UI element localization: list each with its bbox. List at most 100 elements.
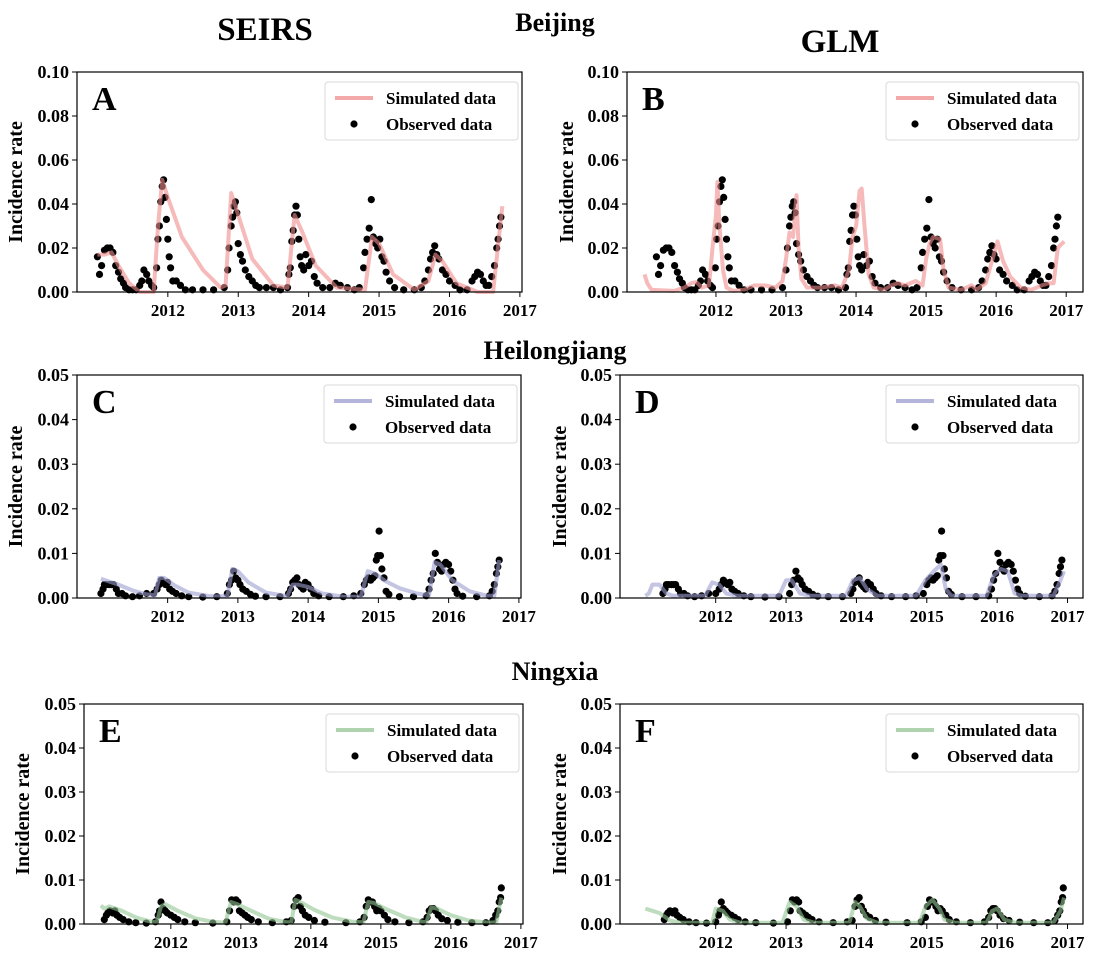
x-tick-label: 2012 <box>699 933 733 952</box>
observed-point <box>1009 567 1017 575</box>
observed-point <box>919 248 927 256</box>
y-tick-label: 0.04 <box>581 410 613 430</box>
y-tick-label: 0.02 <box>38 238 70 258</box>
y-tick-label: 0.01 <box>45 870 77 890</box>
observed-point <box>1008 281 1016 289</box>
observed-point <box>925 196 933 204</box>
legend-box <box>323 384 518 444</box>
legend-simulated-label: Simulated data <box>947 721 1058 740</box>
observed-point <box>262 284 270 292</box>
observed-point <box>98 262 106 270</box>
observed-point <box>1047 262 1056 270</box>
x-tick-label: 2013 <box>769 933 803 952</box>
observed-point <box>717 898 725 906</box>
simulated-line <box>644 897 1066 925</box>
observed-point <box>167 264 175 272</box>
y-tick-label: 0.04 <box>38 410 70 430</box>
legend-simulated-label: Simulated data <box>947 392 1058 411</box>
observed-point <box>724 253 732 261</box>
observed-point <box>778 284 787 292</box>
y-axis-label: Incidence rate <box>549 753 571 875</box>
observed-point <box>95 270 104 278</box>
x-tick-label: 2016 <box>432 301 466 320</box>
observed-point <box>850 202 858 210</box>
observed-point <box>143 270 151 278</box>
observed-point <box>1007 560 1015 569</box>
x-tick-label: 2017 <box>1051 607 1086 626</box>
observed-point <box>445 560 453 569</box>
x-tick-label: 2013 <box>224 933 258 952</box>
observed-point <box>305 913 313 922</box>
panel-label: B <box>642 81 665 118</box>
panel-f: 0.00 0.01 0.02 0.03 0.04 0.05 2012 2013 2014 2015… <box>549 694 1085 952</box>
observed-point <box>933 572 941 580</box>
x-tick-label: 2014 <box>839 933 874 952</box>
region-title-heilongjiang: Heilongjiang <box>483 336 627 365</box>
y-tick-label: 0.04 <box>38 194 70 214</box>
observed-point <box>725 264 733 272</box>
x-tick-label: 2012 <box>151 301 185 320</box>
legend: Simulated data Observed data <box>885 713 1080 773</box>
model-title-seirs: SEIRS <box>217 12 313 48</box>
simulated-line <box>100 559 502 599</box>
x-tick-label: 2013 <box>221 607 255 626</box>
observed-point <box>238 257 247 265</box>
observed-point <box>172 589 180 598</box>
observed-point <box>1003 277 1011 285</box>
observed-point <box>128 593 137 601</box>
y-tick-label: 0.06 <box>38 150 70 170</box>
panel-d: 0.00 0.01 0.02 0.03 0.04 0.05 2012 2013 2014 2015… <box>549 365 1085 626</box>
observed-point <box>391 284 399 292</box>
observed-point <box>939 552 947 560</box>
x-tick-label: 2015 <box>361 607 395 626</box>
x-tick-label: 2016 <box>980 607 1014 626</box>
observed-point <box>376 552 385 560</box>
observed-point <box>984 255 992 263</box>
observed-point <box>931 244 939 252</box>
observed-point <box>247 916 255 924</box>
axes-frame <box>619 374 1084 599</box>
legend-box <box>885 713 1080 773</box>
y-tick-label: 0.01 <box>581 870 613 890</box>
observed-point <box>443 916 451 925</box>
y-tick-label: 0.01 <box>38 543 70 563</box>
y-tick-label: 0.05 <box>581 365 613 385</box>
y-axis-label: Incidence rate <box>5 426 27 548</box>
y-tick-label: 0.02 <box>581 499 613 519</box>
observed-point <box>726 578 734 587</box>
observed-point <box>459 592 467 600</box>
y-tick-label: 0.04 <box>588 194 620 214</box>
observed-point <box>300 266 308 274</box>
observed-point <box>326 284 334 292</box>
x-tick-label: 2012 <box>154 933 188 952</box>
observed-point <box>701 270 710 278</box>
observed-point <box>295 235 303 243</box>
observed-point <box>1051 235 1059 243</box>
observed-point <box>485 281 493 289</box>
observed-point <box>367 196 375 204</box>
y-axis-label: Incidence rate <box>5 121 27 243</box>
y-tick-label: 0.01 <box>581 543 613 563</box>
y-tick-label: 0.04 <box>45 738 77 758</box>
y-tick-label: 0.00 <box>588 282 620 302</box>
x-tick-label: 2015 <box>909 301 943 320</box>
observed-point <box>721 215 729 223</box>
observed-point <box>360 264 368 272</box>
observed-point <box>718 176 726 184</box>
region-title-ningxia: Ningxia <box>511 657 599 686</box>
panel-label: D <box>635 384 660 421</box>
observed-point <box>119 916 127 924</box>
legend-box <box>885 81 1080 141</box>
observed-point <box>476 270 485 278</box>
x-tick-label: 2017 <box>504 933 539 952</box>
y-tick-label: 0.00 <box>45 914 77 934</box>
observed-point <box>853 235 861 243</box>
observed-point <box>241 266 249 274</box>
y-tick-label: 0.03 <box>581 782 613 802</box>
x-tick-label: 2016 <box>980 933 1014 952</box>
observed-point <box>923 224 931 232</box>
observed-point <box>1058 556 1066 564</box>
panel-label: C <box>92 384 117 421</box>
observed-point <box>497 884 505 892</box>
